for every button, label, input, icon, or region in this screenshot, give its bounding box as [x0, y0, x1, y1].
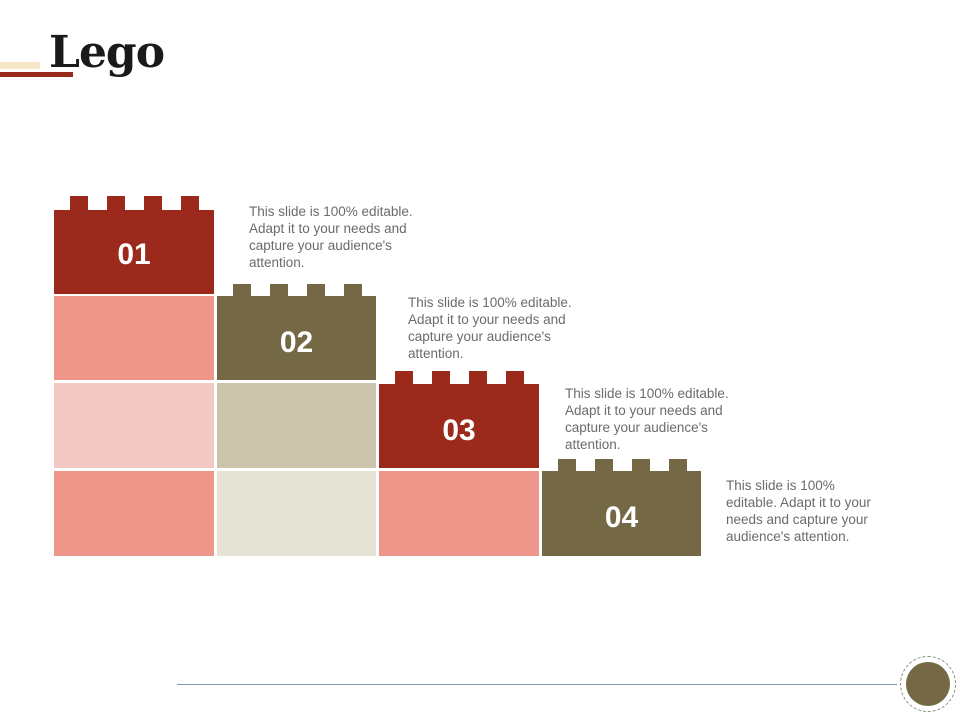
step-description-01: This slide is 100% editable. Adapt it to…: [249, 204, 413, 270]
lego-brick-01: 01: [54, 196, 214, 294]
step-description-02: This slide is 100% editable. Adapt it to…: [408, 295, 572, 361]
lego-block: [54, 471, 214, 556]
lego-stud: [506, 371, 524, 384]
lego-stud: [344, 284, 362, 296]
lego-stud: [181, 196, 199, 210]
lego-stud: [558, 459, 576, 471]
step-description-03: This slide is 100% editable. Adapt it to…: [565, 386, 729, 452]
lego-stud: [307, 284, 325, 296]
lego-block: [217, 471, 376, 556]
lego-stud: [395, 371, 413, 384]
lego-block: [217, 383, 376, 468]
lego-stud: [144, 196, 162, 210]
lego-brick-03: 03: [379, 371, 539, 468]
lego-block: [54, 383, 214, 468]
title-accent-light-bar: [0, 62, 40, 69]
step-description-04: This slide is 100% editable. Adapt it to…: [726, 478, 871, 544]
footer-divider-line: [177, 684, 897, 685]
lego-brick-04: 04: [542, 459, 701, 556]
step-number-02: 02: [279, 326, 314, 359]
lego-stud: [270, 284, 288, 296]
lego-stud: [70, 196, 88, 210]
lego-stud: [233, 284, 251, 296]
lego-stud: [669, 459, 687, 471]
lego-stud: [595, 459, 613, 471]
footer-decorative-circle: [900, 656, 956, 712]
step-number-04: 04: [604, 501, 639, 534]
lego-stud: [432, 371, 450, 384]
footer-circle-fill: [906, 662, 950, 706]
slide-title: Lego: [49, 27, 165, 78]
lego-stud: [469, 371, 487, 384]
title-accent-dark-bar: [0, 72, 73, 77]
step-number-01: 01: [117, 238, 151, 271]
lego-stud: [632, 459, 650, 471]
lego-brick-02: 02: [217, 284, 376, 380]
lego-block: [379, 471, 539, 556]
lego-block: [54, 296, 214, 380]
lego-stud: [107, 196, 125, 210]
step-number-03: 03: [442, 414, 476, 447]
